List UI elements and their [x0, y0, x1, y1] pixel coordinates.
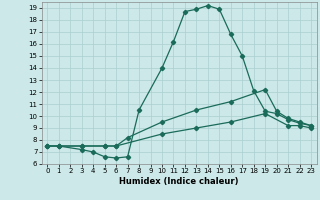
X-axis label: Humidex (Indice chaleur): Humidex (Indice chaleur) [119, 177, 239, 186]
